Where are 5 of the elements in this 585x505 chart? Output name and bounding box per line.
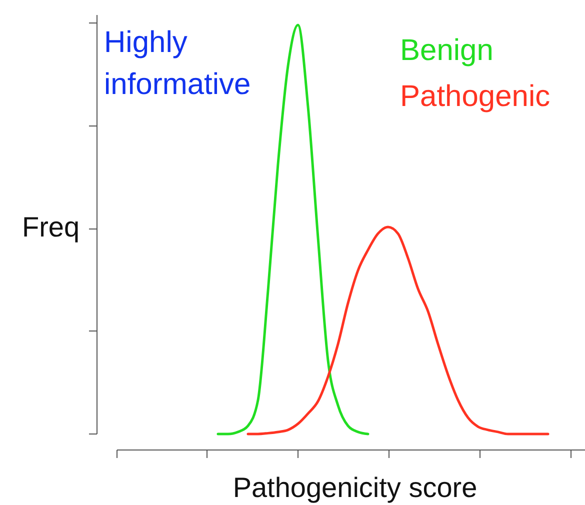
y-axis-title: Freq xyxy=(22,211,80,242)
x-axis-title: Pathogenicity score xyxy=(232,472,478,503)
text: Benign xyxy=(400,34,494,67)
text: Pathogenic xyxy=(400,80,550,113)
annotation: Highly informative xyxy=(104,26,251,101)
